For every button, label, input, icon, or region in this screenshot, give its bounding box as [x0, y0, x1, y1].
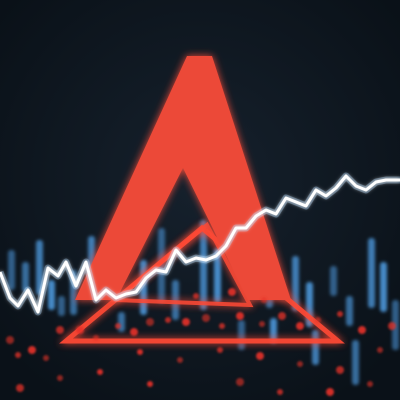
red-dot: [93, 335, 99, 341]
red-dot: [57, 375, 63, 381]
red-dot: [16, 384, 24, 392]
red-dot: [15, 352, 21, 358]
blue-bar: [8, 250, 15, 290]
red-dot: [193, 293, 199, 299]
red-dot: [182, 318, 190, 326]
red-dot: [337, 311, 343, 317]
red-dot: [296, 322, 304, 330]
blue-bar: [172, 280, 179, 320]
blue-bar: [380, 262, 387, 312]
blue-bar: [214, 248, 221, 303]
blue-bar: [352, 340, 359, 385]
red-dot: [219, 323, 225, 329]
red-dot: [28, 346, 36, 354]
red-dot: [367, 381, 373, 387]
blue-bar: [270, 318, 277, 343]
blue-bar: [58, 296, 65, 316]
red-dot: [236, 312, 244, 320]
red-dot: [76, 326, 84, 334]
red-dot: [202, 314, 210, 322]
red-dot: [278, 312, 286, 320]
red-dot: [56, 326, 64, 334]
red-dot: [6, 336, 14, 344]
red-dot: [115, 323, 121, 329]
red-dot: [147, 381, 153, 387]
red-dot: [177, 357, 183, 363]
red-dot: [358, 326, 366, 334]
red-dot: [165, 317, 171, 323]
blue-bar: [330, 266, 337, 296]
red-dot: [297, 361, 303, 367]
red-dot: [315, 317, 321, 323]
red-dot: [261, 297, 267, 303]
red-dot: [256, 352, 264, 360]
blue-bar: [48, 280, 55, 310]
red-dot: [377, 347, 383, 353]
triangle-outline-inner: [109, 221, 254, 308]
blue-bar: [158, 228, 165, 303]
red-dot: [97, 369, 103, 375]
blue-bar: [200, 220, 207, 310]
red-dot: [43, 355, 49, 361]
blue-bar: [312, 330, 319, 365]
triangle-logo-icon: [75, 56, 291, 300]
trend-line: [0, 174, 400, 314]
red-dot: [336, 366, 344, 374]
red-dot: [228, 288, 236, 296]
red-dot: [130, 328, 138, 336]
red-dot: [326, 388, 334, 396]
red-dot: [217, 347, 223, 353]
blue-bar: [118, 312, 125, 332]
blue-bar: [292, 256, 299, 311]
blue-bar: [238, 320, 245, 350]
red-dot: [388, 322, 396, 330]
blue-bar: [22, 262, 29, 292]
red-dot: [236, 378, 244, 386]
blue-bar: [346, 296, 353, 326]
red-dot: [137, 349, 143, 355]
red-dot: [146, 318, 154, 326]
red-dot: [277, 389, 283, 395]
blue-bar: [36, 240, 43, 295]
red-dots-layer: [6, 288, 396, 396]
red-dot: [259, 321, 265, 327]
blue-bar: [368, 238, 375, 308]
